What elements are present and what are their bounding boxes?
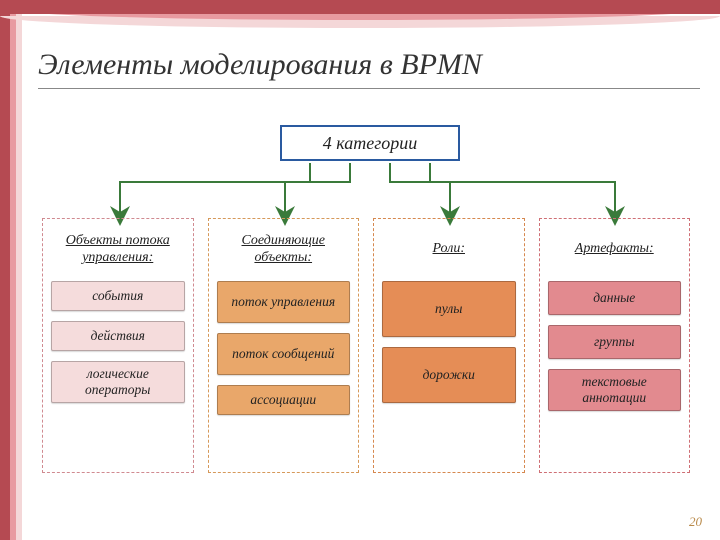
- root-category-box: 4 категории: [280, 125, 460, 161]
- page-number: 20: [689, 514, 702, 530]
- column-3: Артефакты: данные группы текстовые аннотаци…: [539, 218, 691, 473]
- cell: действия: [51, 321, 185, 351]
- column-header: Соединяющие объекты:: [217, 227, 351, 271]
- column-1: Соединяющие объекты: поток управления пото…: [208, 218, 360, 473]
- column-header: Объекты потока управления:: [51, 227, 185, 271]
- cell: логические операторы: [51, 361, 185, 403]
- cell: дорожки: [382, 347, 516, 403]
- columns-container: Объекты потока управления: события действи…: [42, 218, 690, 473]
- top-decor-band: [0, 0, 720, 38]
- cell: данные: [548, 281, 682, 315]
- column-2: Роли: пулы дорожки: [373, 218, 525, 473]
- cell: пулы: [382, 281, 516, 337]
- cell: поток сообщений: [217, 333, 351, 375]
- cell: ассоциации: [217, 385, 351, 415]
- cell: поток управления: [217, 281, 351, 323]
- slide-title: Элементы моделирования в BPMN: [38, 48, 700, 89]
- cell: события: [51, 281, 185, 311]
- slide-title-text: Элементы моделирования в BPMN: [38, 48, 482, 81]
- root-category-label: 4 категории: [323, 133, 417, 153]
- left-decor-band: [0, 0, 24, 540]
- column-header: Роли:: [382, 227, 516, 271]
- cell: группы: [548, 325, 682, 359]
- column-0: Объекты потока управления: события действи…: [42, 218, 194, 473]
- column-header: Артефакты:: [548, 227, 682, 271]
- cell: текстовые аннотации: [548, 369, 682, 411]
